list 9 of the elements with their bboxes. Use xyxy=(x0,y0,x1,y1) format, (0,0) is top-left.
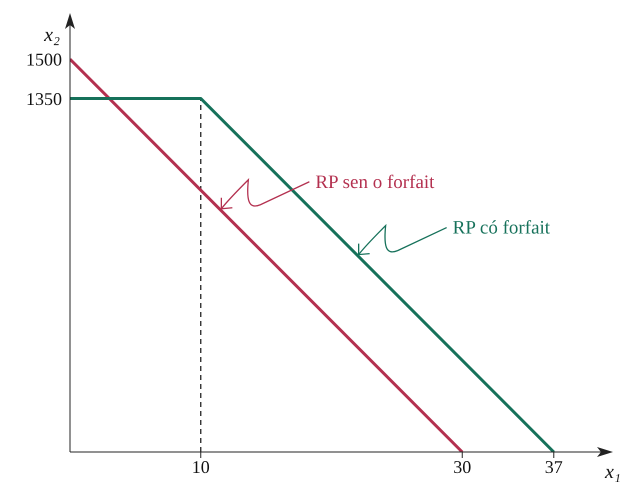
annotation: RP có forfait xyxy=(452,218,551,239)
x-tick-label: 10 xyxy=(192,456,210,477)
x-tick-label: 30 xyxy=(453,456,472,477)
y-tick-label: 1500 xyxy=(26,50,62,70)
x-axis-title: x₁ xyxy=(604,461,621,483)
y-tick-label: 1350 xyxy=(26,88,62,109)
y-axis-title: x₂ xyxy=(43,24,60,46)
annotation: RP sen o forfait xyxy=(315,172,436,193)
x-tick-label: 37 xyxy=(544,456,563,477)
